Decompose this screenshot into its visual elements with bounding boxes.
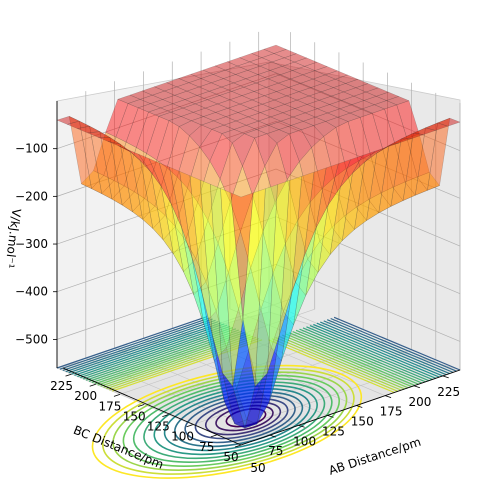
y-floor-gridline [95, 308, 315, 385]
z-gridline [56, 120, 461, 199]
contour-line [56, 316, 208, 369]
contour-line [74, 323, 225, 376]
y-floor-gridline [192, 349, 412, 426]
x-axis-label: AB Distance/pm [327, 435, 423, 478]
x-axis-ticks: 75 100 125 150 175 200 225 50 [250, 375, 460, 475]
contour-line [282, 334, 409, 389]
x-tick-label: 50 [250, 461, 265, 475]
contour-line [85, 328, 237, 381]
contour-line [268, 339, 395, 394]
contour-line [295, 329, 423, 384]
contour-line [82, 327, 234, 380]
z-gridline [56, 73, 461, 152]
contour-line [112, 339, 263, 392]
contour-line [313, 323, 440, 378]
x-tick-label: 100 [293, 434, 316, 448]
x-tick-label: 200 [408, 395, 431, 409]
contour-line [278, 335, 405, 390]
contour-line [275, 336, 402, 391]
contour-line [326, 319, 454, 373]
z-axis-label: V/kJ.mol⁻¹ [2, 208, 23, 270]
contour-line [299, 328, 426, 383]
contour-line [306, 326, 433, 381]
y-tick-label: 75 [199, 440, 214, 454]
contour-line [143, 381, 326, 460]
contour-line [109, 338, 260, 391]
contour-line [174, 391, 304, 448]
contour-line [77, 324, 228, 378]
x-tick-label: 75 [268, 444, 283, 458]
y-tick-label: 125 [147, 420, 170, 434]
contour-line [71, 322, 222, 375]
contour-line [333, 316, 461, 371]
contour-line [62, 318, 213, 371]
surface-patch [230, 192, 254, 319]
contour-line [184, 394, 296, 444]
contour-line [101, 368, 355, 475]
axes-lines [56, 101, 461, 446]
z-gridline [56, 216, 461, 295]
contour-line [122, 374, 341, 467]
contour-line [309, 325, 437, 379]
contour-line [65, 319, 216, 373]
y-tick-label: 200 [74, 389, 97, 403]
contour-line [106, 336, 257, 390]
y-tick-label: 50 [223, 450, 238, 464]
contour-line [59, 317, 210, 370]
contour-line [330, 317, 457, 372]
contour-line [204, 401, 282, 436]
y-tick-label: 175 [98, 399, 121, 413]
contour-line [132, 378, 333, 464]
y-tick-label: 100 [171, 430, 194, 444]
potential-surface [56, 44, 461, 429]
contour-line [292, 330, 419, 385]
z-tick-label: −400 [15, 285, 48, 299]
y-floor-gridline [168, 339, 388, 415]
z-axis-ticks: −500 −400 −300 −200 −100 [15, 142, 57, 346]
z-gridline [56, 168, 461, 247]
z-tick-label: −500 [15, 332, 48, 346]
z-gridline [56, 264, 461, 342]
contour-line [80, 325, 231, 379]
x-floor-gridline [172, 328, 357, 406]
contour-line [97, 333, 248, 386]
contour-line [194, 398, 289, 440]
z-tick-label: −100 [15, 142, 48, 156]
y-tick-label: 150 [123, 409, 146, 423]
contour-line [153, 384, 318, 456]
contour-line [320, 321, 447, 376]
y-floor-gridline [119, 319, 340, 395]
contour-line [316, 322, 443, 377]
contour-line [163, 388, 311, 452]
z-tick-label: −200 [15, 189, 48, 203]
y-tick-label: 225 [50, 379, 73, 393]
contour-line [88, 329, 239, 382]
contour-line [285, 333, 412, 388]
contour-line [91, 364, 363, 479]
x-tick-label: 175 [380, 405, 403, 419]
contour-floor [56, 316, 461, 479]
contour-line [68, 320, 219, 374]
contour-line [94, 331, 245, 385]
contour-line [323, 320, 450, 375]
contour-line [112, 371, 348, 471]
contour-line [215, 404, 274, 432]
x-tick-label: 125 [322, 424, 345, 438]
contour-line [288, 332, 416, 386]
contour-line [302, 327, 430, 382]
x-tick-label: 150 [351, 415, 374, 429]
z-tick-label: −300 [15, 237, 48, 251]
contour-line [225, 408, 267, 428]
x-floor-gridline [114, 347, 299, 426]
x-floor-gridline [229, 308, 415, 387]
x-tick-label: 225 [437, 385, 460, 399]
contour-line [100, 334, 251, 387]
contour-line [91, 330, 242, 384]
contour-line [103, 335, 254, 389]
contour-line [271, 338, 398, 392]
